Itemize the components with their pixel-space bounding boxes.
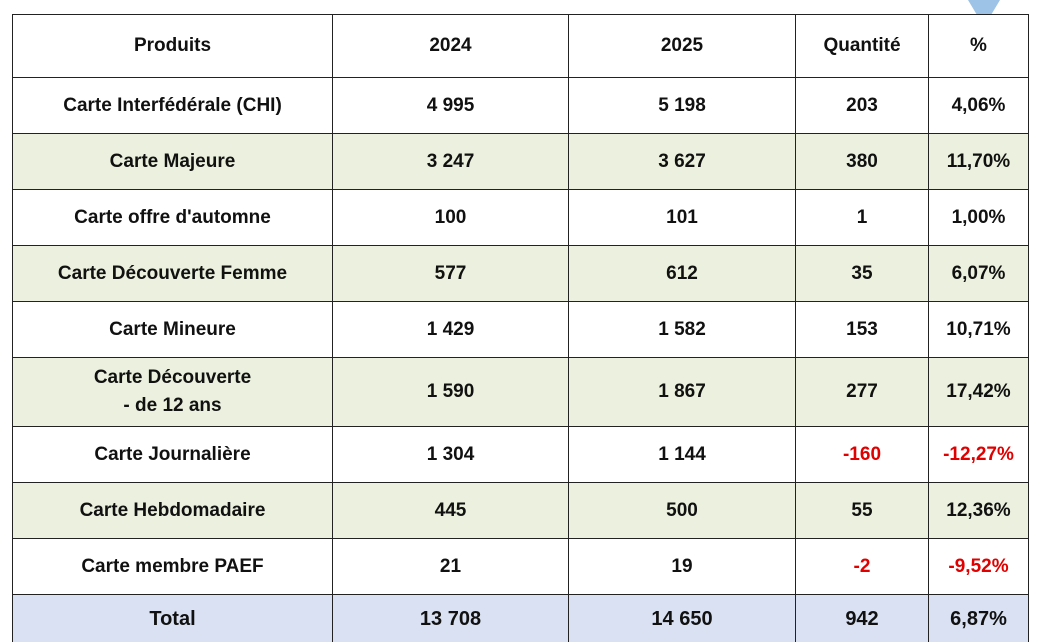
total-row: Total 13 708 14 650 942 6,87% <box>12 594 1029 642</box>
row-label: Carte Mineure <box>12 301 333 358</box>
decor-shape <box>968 0 1000 22</box>
table-row: Carte Découverte Femme 577 612 35 6,07% <box>12 245 1029 302</box>
table-row: Carte Hebdomadaire 445 500 55 12,36% <box>12 482 1029 539</box>
cell: -160 <box>795 426 929 483</box>
cell: 14 650 <box>568 594 796 642</box>
cell: 612 <box>568 245 796 302</box>
cell: 577 <box>332 245 569 302</box>
cell: 1 429 <box>332 301 569 358</box>
cell: -2 <box>795 538 929 595</box>
table-row: Carte Interfédérale (CHI) 4 995 5 198 203 4,… <box>12 77 1029 134</box>
cell: 17,42% <box>928 357 1029 427</box>
cell: 1 <box>795 189 929 246</box>
table-body: Carte Interfédérale (CHI) 4 995 5 198 203 4,… <box>12 77 1029 642</box>
row-label: Carte Majeure <box>12 133 333 190</box>
row-label: Carte offre d'automne <box>12 189 333 246</box>
row-label: Carte membre PAEF <box>12 538 333 595</box>
row-label: Carte Découverte - de 12 ans <box>12 357 333 427</box>
row-label: Carte Interfédérale (CHI) <box>12 77 333 134</box>
row-label: Carte Journalière <box>12 426 333 483</box>
decoration <box>968 0 1000 22</box>
table-row: Carte Journalière 1 304 1 144 -160 -12,27% <box>12 426 1029 483</box>
cell: 1 590 <box>332 357 569 427</box>
cell: 1 304 <box>332 426 569 483</box>
header-cell: % <box>928 14 1029 78</box>
cell: 3 627 <box>568 133 796 190</box>
cell: 1,00% <box>928 189 1029 246</box>
table-row: Carte Découverte - de 12 ans 1 590 1 867 27… <box>12 357 1029 427</box>
cell: 1 144 <box>568 426 796 483</box>
cell: 500 <box>568 482 796 539</box>
header-cell: 2024 <box>332 14 569 78</box>
cell: 10,71% <box>928 301 1029 358</box>
row-label: Carte Hebdomadaire <box>12 482 333 539</box>
table-row: Carte membre PAEF 21 19 -2 -9,52% <box>12 538 1029 595</box>
row-label: Total <box>12 594 333 642</box>
table-row: Carte offre d'automne 100 101 1 1,00% <box>12 189 1029 246</box>
cell: 153 <box>795 301 929 358</box>
header-row: Produits 2024 2025 Quantité% <box>12 14 1029 78</box>
cell: 3 247 <box>332 133 569 190</box>
cell: 6,07% <box>928 245 1029 302</box>
cell: 55 <box>795 482 929 539</box>
table-row: Carte Mineure 1 429 1 582 153 10,71% <box>12 301 1029 358</box>
cell: 19 <box>568 538 796 595</box>
cell: 4,06% <box>928 77 1029 134</box>
cell: 11,70% <box>928 133 1029 190</box>
cell: 13 708 <box>332 594 569 642</box>
cell: 6,87% <box>928 594 1029 642</box>
cell: -12,27% <box>928 426 1029 483</box>
cell: 445 <box>332 482 569 539</box>
header-cell: 2025 <box>568 14 796 78</box>
cell: 1 582 <box>568 301 796 358</box>
cell: 100 <box>332 189 569 246</box>
header-cell: Quantité <box>795 14 929 78</box>
cell: 277 <box>795 357 929 427</box>
cell: 21 <box>332 538 569 595</box>
table-row: Carte Majeure 3 247 3 627 380 11,70% <box>12 133 1029 190</box>
cell: 942 <box>795 594 929 642</box>
cell: 12,36% <box>928 482 1029 539</box>
cell: 5 198 <box>568 77 796 134</box>
cell: 35 <box>795 245 929 302</box>
cell: 1 867 <box>568 357 796 427</box>
cell: -9,52% <box>928 538 1029 595</box>
header-cell: Produits <box>12 14 333 78</box>
row-label: Carte Découverte Femme <box>12 245 333 302</box>
cell: 101 <box>568 189 796 246</box>
data-table: Produits 2024 2025 Quantité% Carte Interféd… <box>12 14 1029 642</box>
cell: 203 <box>795 77 929 134</box>
cell: 4 995 <box>332 77 569 134</box>
cell: 380 <box>795 133 929 190</box>
